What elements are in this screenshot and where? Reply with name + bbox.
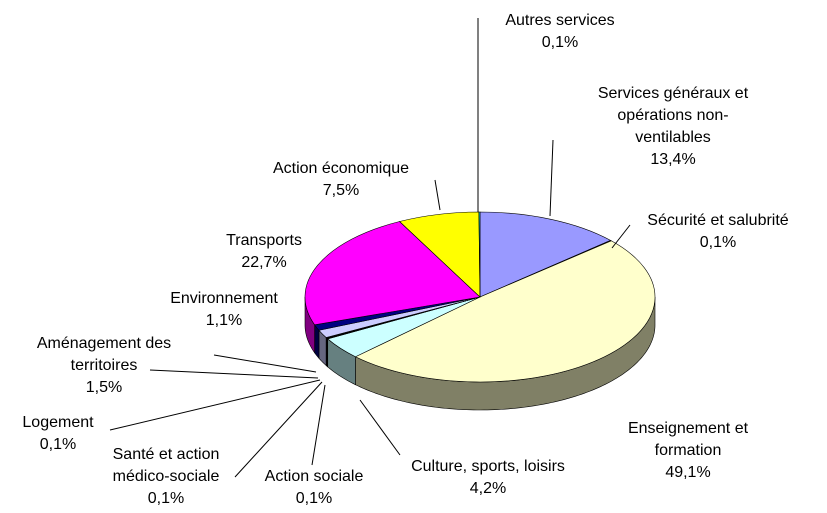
category-label: Sécurité et salubrité <box>647 212 789 229</box>
value-label: 13,4% <box>650 151 696 168</box>
category-label: Environnement <box>170 290 278 307</box>
category-label: Services généraux et opérations non-vent… <box>597 85 749 146</box>
leader-line <box>549 139 554 217</box>
label: Action sociale 0,1% <box>244 466 384 510</box>
category-label: Logement <box>22 414 94 431</box>
category-label: Santé et action médico-sociale <box>112 446 220 485</box>
label: Santé et action médico-sociale 0,1% <box>96 444 236 510</box>
value-label: 0,1% <box>699 234 737 251</box>
category-label: Culture, sports, loisirs <box>411 458 565 475</box>
leader-line <box>149 369 319 379</box>
category-label: Enseignement et formation <box>627 420 749 459</box>
label: Autres services 0,1% <box>480 10 640 54</box>
category-label: Aménagement des territoires <box>36 335 172 374</box>
leader-line <box>359 399 401 456</box>
slice <box>304 221 481 326</box>
category-label: Transports <box>226 232 302 249</box>
value-label: 49,1% <box>665 464 711 481</box>
label: Action économique 7,5% <box>241 158 441 202</box>
label: Environnement 1,1% <box>144 288 304 332</box>
value-label: 0,1% <box>147 490 185 507</box>
value-label: 4,2% <box>469 480 507 497</box>
leader-line <box>234 381 323 478</box>
label: Aménagement des territoires 1,5% <box>27 333 182 399</box>
leader-line <box>213 354 317 373</box>
pie <box>304 211 656 411</box>
category-label: Action sociale <box>264 468 364 485</box>
leader-lines <box>109 18 631 478</box>
value-label: 0,1% <box>541 34 579 51</box>
slice <box>354 240 656 383</box>
value-label: 1,5% <box>85 379 123 396</box>
label: Sécurité et salubrité 0,1% <box>618 210 818 254</box>
value-label: 1,1% <box>205 312 243 329</box>
label: Logement 0,1% <box>3 412 113 456</box>
label: Transports 22,7% <box>194 230 334 274</box>
value-label: 22,7% <box>241 254 287 271</box>
label: Enseignement et formation 49,1% <box>613 418 763 484</box>
slice <box>478 211 481 298</box>
category-label: Action économique <box>272 160 410 177</box>
leader-line <box>311 384 326 466</box>
tops <box>304 211 656 383</box>
category-label: Autres services <box>505 12 615 29</box>
leader-line <box>434 179 441 211</box>
leader-line <box>611 224 631 249</box>
label: Culture, sports, loisirs 4,2% <box>388 456 588 500</box>
value-label: 7,5% <box>322 182 360 199</box>
label: Services généraux et opérations non-vent… <box>583 83 763 171</box>
value-label: 0,1% <box>295 490 333 507</box>
slice <box>479 211 612 298</box>
leader-line <box>109 379 321 431</box>
sides <box>304 296 656 411</box>
value-label: 0,1% <box>39 436 77 453</box>
